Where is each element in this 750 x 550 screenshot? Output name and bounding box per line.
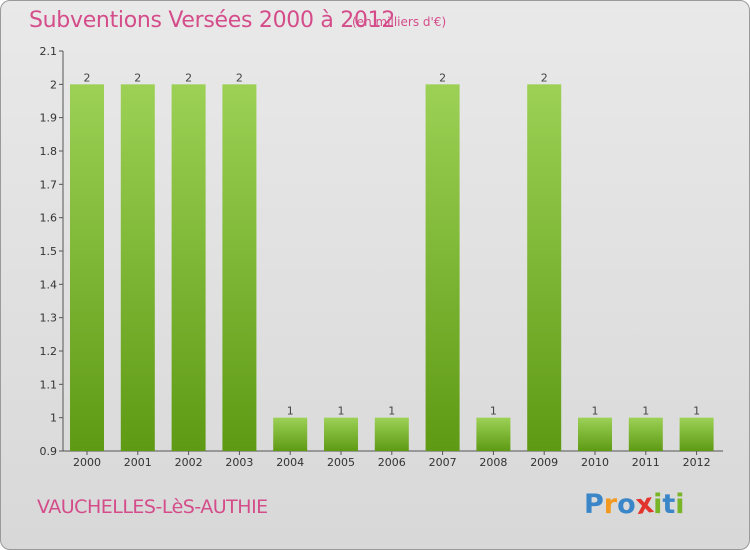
chart-subtitle: (en milliers d'€) bbox=[352, 15, 447, 29]
bar bbox=[70, 84, 104, 451]
logo-letter: x bbox=[633, 487, 656, 522]
y-tick-label: 2 bbox=[50, 78, 57, 91]
logo-letter: i bbox=[653, 489, 663, 520]
x-tick-label: 2007 bbox=[429, 456, 457, 469]
y-tick-label: 1.3 bbox=[40, 312, 58, 325]
bar bbox=[273, 417, 308, 451]
x-tick-label: 2003 bbox=[225, 456, 253, 469]
data-label: 2 bbox=[236, 71, 243, 84]
data-label: 1 bbox=[338, 405, 345, 418]
bar bbox=[324, 417, 358, 451]
data-label: 1 bbox=[693, 405, 700, 418]
y-tick-label: 1.2 bbox=[40, 345, 58, 358]
data-label: 1 bbox=[592, 405, 599, 418]
y-tick-label: 1.6 bbox=[40, 212, 58, 225]
x-tick-label: 2004 bbox=[276, 456, 304, 469]
bar bbox=[374, 417, 409, 451]
x-tick-label: 2006 bbox=[378, 456, 406, 469]
y-tick-label: 1.8 bbox=[40, 145, 58, 158]
x-tick-label: 2009 bbox=[530, 456, 558, 469]
data-label: 1 bbox=[642, 405, 649, 418]
y-tick-label: 0.9 bbox=[40, 445, 58, 458]
logo-letter: o bbox=[617, 489, 636, 520]
logo-letter: i bbox=[675, 489, 685, 520]
data-label: 2 bbox=[541, 71, 548, 84]
data-label: 1 bbox=[287, 405, 294, 418]
data-label: 1 bbox=[388, 405, 395, 418]
x-tick-label: 2010 bbox=[581, 456, 609, 469]
y-tick-label: 2.1 bbox=[40, 45, 58, 58]
bar bbox=[679, 417, 714, 451]
y-tick-label: 1.4 bbox=[40, 278, 58, 291]
data-label: 1 bbox=[490, 405, 497, 418]
logo-letter: P bbox=[584, 489, 604, 520]
x-tick-label: 2000 bbox=[73, 456, 101, 469]
bar bbox=[476, 417, 511, 451]
y-tick-label: 1.7 bbox=[40, 178, 58, 191]
y-tick-label: 1.5 bbox=[40, 245, 58, 258]
x-tick-label: 2011 bbox=[632, 456, 660, 469]
bar bbox=[120, 84, 155, 451]
x-tick-label: 2001 bbox=[124, 456, 152, 469]
logo-letter: t bbox=[662, 489, 676, 520]
x-tick-label: 2012 bbox=[683, 456, 711, 469]
data-label: 2 bbox=[439, 71, 446, 84]
bar bbox=[222, 84, 257, 451]
y-tick-label: 1.9 bbox=[40, 112, 58, 125]
logo-letter: r bbox=[603, 489, 618, 520]
bar bbox=[171, 84, 206, 451]
chart-title: Subventions Versées 2000 à 2012 bbox=[29, 8, 396, 33]
bar bbox=[527, 84, 562, 451]
data-label: 2 bbox=[185, 71, 192, 84]
x-tick-label: 2002 bbox=[175, 456, 203, 469]
data-label: 2 bbox=[84, 71, 91, 84]
bar bbox=[425, 84, 460, 451]
data-label: 2 bbox=[134, 71, 141, 84]
y-tick-label: 1 bbox=[50, 412, 57, 425]
bar bbox=[628, 417, 663, 451]
commune-name: VAUCHELLES-LèS-AUTHIE bbox=[37, 496, 268, 518]
y-tick-label: 1.1 bbox=[40, 378, 58, 391]
x-tick-label: 2008 bbox=[479, 456, 507, 469]
bar bbox=[578, 417, 612, 451]
x-tick-label: 2005 bbox=[327, 456, 355, 469]
proxiti-logo: Proxiti bbox=[584, 487, 685, 522]
